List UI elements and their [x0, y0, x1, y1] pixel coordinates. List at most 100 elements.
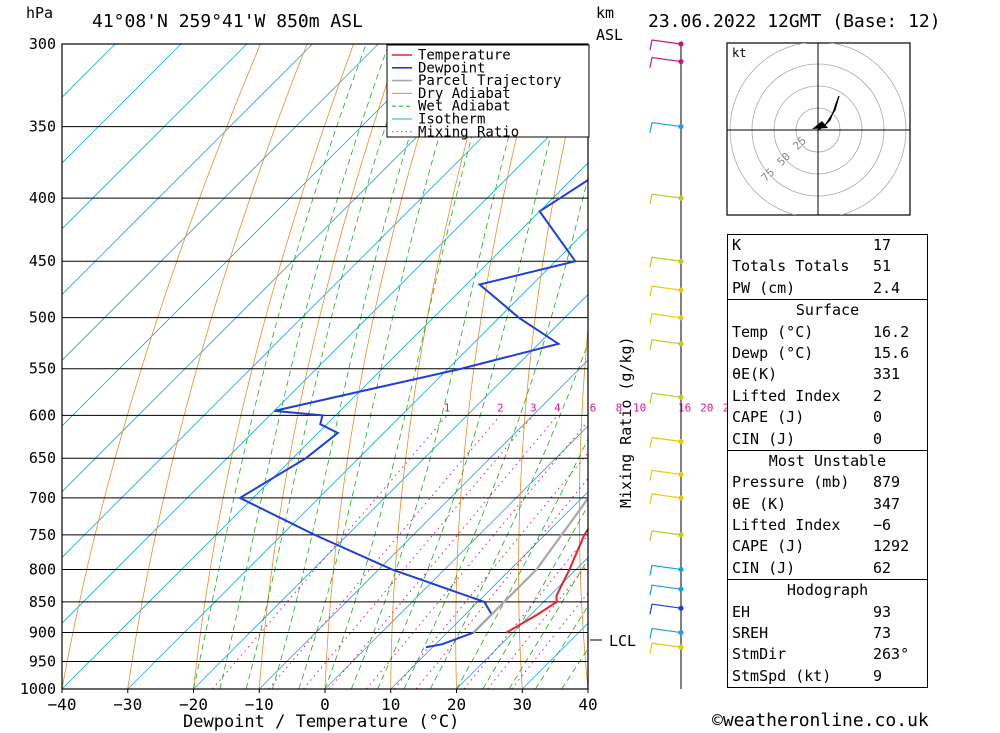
table-row-value: 2.4	[873, 278, 901, 297]
isotherm-line	[62, 44, 379, 361]
wind-barb	[649, 121, 682, 133]
dry-adiabat-line	[957, 44, 1000, 689]
dry-adiabat-line	[390, 44, 494, 689]
isotherm-line	[62, 44, 445, 427]
legend-item: Dry Adiabat	[418, 86, 511, 102]
table-row: θE (K) 347	[728, 494, 927, 515]
pressure-tick-label: 450	[29, 252, 56, 270]
mixing-ratio-line	[328, 415, 558, 689]
wind-barb	[649, 584, 682, 596]
mixing-ratio-line	[415, 477, 588, 689]
isotherm-line	[62, 44, 313, 296]
wet-adiabat-line	[377, 44, 575, 689]
legend-item: Wet Adiabat	[418, 99, 511, 115]
table-row-label: SREH	[732, 624, 769, 643]
table-row-value: 73	[873, 624, 892, 643]
wind-profile: LCL	[590, 39, 684, 689]
table-row-label: StmSpd (kt)	[732, 666, 832, 685]
wind-barb	[649, 603, 682, 615]
pressure-tick-label: 950	[29, 653, 56, 671]
table-row-value: 17	[873, 236, 892, 254]
wind-barb	[649, 193, 682, 205]
isotherm-line	[127, 228, 588, 689]
table-row-label: Lifted Index	[732, 516, 841, 535]
x-axis-title: Dewpoint / Temperature (°C)	[183, 712, 459, 732]
wet-adiabat-line	[456, 437, 588, 689]
wind-barb	[649, 642, 682, 654]
hodograph-trace	[817, 95, 840, 131]
isotherm-line	[62, 44, 576, 559]
x-tick-label: −20	[179, 695, 208, 714]
table-row: Dewp (°C) 15.6	[728, 343, 927, 364]
x-tick-label: −10	[245, 695, 274, 714]
wet-adiabat-line	[219, 44, 390, 689]
mixing-ratio-axis-title: Mixing Ratio (g/kg)	[617, 336, 635, 508]
wind-barb	[649, 39, 682, 51]
series-dewpoint	[237, 44, 588, 649]
pressure-tick-label: 800	[29, 560, 56, 578]
hodograph-unit: kt	[732, 46, 746, 60]
legend-item: Mixing Ratio	[418, 124, 519, 140]
table-row: CAPE (J) 0	[728, 407, 927, 428]
x-tick-label: 40	[578, 695, 597, 714]
wind-barb	[649, 256, 682, 268]
wet-adiabat-line	[298, 44, 468, 689]
table-row-value: 2	[873, 386, 883, 405]
series-parcel-trajectory	[472, 496, 588, 634]
pressure-tick-label: 500	[29, 309, 56, 327]
table-row-label: Temp (°C)	[732, 322, 814, 341]
table-row-value: 51	[873, 257, 892, 276]
isotherm-line	[62, 44, 248, 230]
mixing-ratio-line	[268, 415, 501, 689]
wet-adiabat-line	[245, 44, 414, 689]
table-row-value: 9	[873, 666, 883, 685]
table-row-value: −6	[873, 516, 892, 535]
table-row-value: 263°	[873, 645, 910, 664]
unit-km: km	[596, 4, 614, 22]
table-row-label: EH	[732, 602, 751, 621]
wet-adiabat-line	[272, 44, 440, 689]
table-row-value: 62	[873, 558, 892, 577]
table-row: θE(K) 331	[728, 364, 927, 385]
wind-barb	[649, 285, 682, 297]
table-row-value: 1292	[873, 537, 910, 556]
x-tick-label: 10	[381, 695, 400, 714]
pressure-tick-label: 750	[29, 526, 56, 544]
table-row-label: PW (cm)	[732, 278, 796, 297]
pressure-tick-label: 700	[29, 489, 56, 507]
pressure-tick-label: 300	[29, 35, 56, 53]
table-row: Totals Totals 51	[728, 256, 927, 277]
table-row-label: Pressure (mb)	[732, 473, 850, 492]
table-row-value: 347	[873, 494, 901, 513]
isotherm-line	[258, 359, 588, 689]
table-row-label: CIN (J)	[732, 429, 796, 448]
table-row: SREH 73	[728, 623, 927, 644]
table-row-value: 0	[873, 408, 883, 427]
mixing-ratio-label: 1	[444, 401, 451, 414]
wind-level-dot	[678, 566, 684, 573]
wind-level-dot	[678, 629, 684, 636]
table-row-label: StmDir	[732, 645, 787, 664]
surface-title: Surface	[728, 299, 927, 321]
x-tick-label: −40	[48, 695, 77, 714]
pressure-tick-label: 600	[29, 406, 56, 424]
table-row: CAPE (J) 1292	[728, 536, 927, 557]
table-row-label: Totals Totals	[732, 257, 850, 276]
pressure-tick-label: 350	[29, 118, 56, 136]
wet-adiabat-line	[429, 342, 588, 689]
table-row: K 17	[728, 235, 927, 256]
dry-adiabat-line	[638, 44, 680, 689]
wet-adiabat-line	[350, 44, 535, 689]
table-row: Pressure (mb) 879	[728, 472, 927, 493]
wind-level-dot	[678, 58, 684, 65]
diagram-grid	[62, 44, 1000, 689]
table-row-value: 0	[873, 429, 883, 448]
legend-item: Temperature	[418, 48, 511, 64]
x-tick-label: 20	[447, 695, 466, 714]
mixing-ratio-line	[211, 415, 448, 689]
credit[interactable]: ©weatheronline.co.uk	[712, 710, 929, 731]
table-row: PW (cm) 2.4	[728, 278, 927, 299]
isotherm-line	[62, 44, 116, 98]
